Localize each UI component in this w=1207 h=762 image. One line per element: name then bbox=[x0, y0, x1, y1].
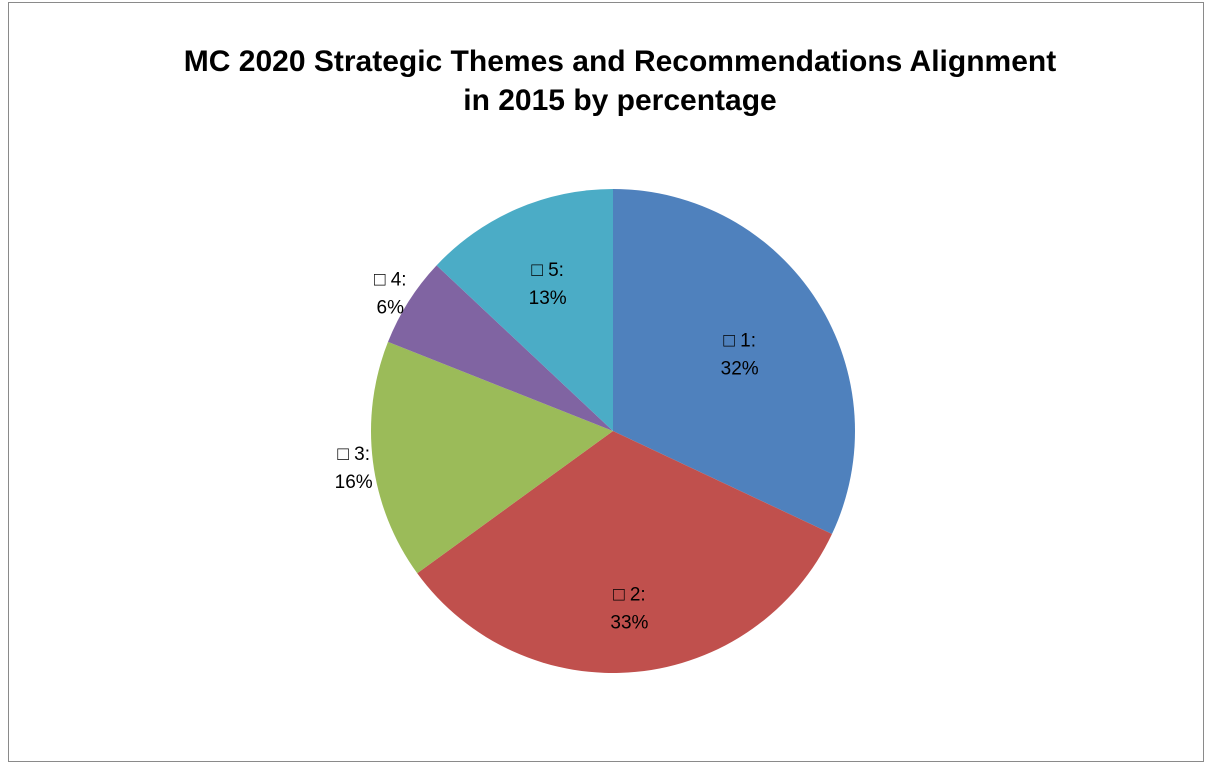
pie-slice-5 bbox=[436, 189, 613, 431]
pie-slices bbox=[370, 189, 855, 673]
data-label-1: □ 1: 32% bbox=[721, 331, 759, 380]
data-label-2: □ 2: 33% bbox=[610, 584, 648, 633]
pie-slice-1 bbox=[613, 189, 855, 535]
chart-title: MC 2020 Strategic Themes and Recommendat… bbox=[120, 42, 1120, 120]
data-label-4: □ 4: 6% bbox=[374, 270, 407, 319]
chart-title-line-2: in 2015 by percentage bbox=[463, 84, 777, 117]
data-label-5: □ 5: 13% bbox=[529, 260, 567, 309]
pie-slice-4 bbox=[387, 265, 613, 431]
pie-slice-3 bbox=[370, 341, 613, 574]
pie-slice-2 bbox=[417, 431, 832, 673]
pie-labels: □ 1: 32% □ 2: 33% □ 3: 16% □ 4: 6% □ 5: 13% bbox=[335, 260, 759, 633]
data-label-3: □ 3: 16% bbox=[335, 444, 373, 493]
chart-title-line-1: MC 2020 Strategic Themes and Recommendat… bbox=[183, 45, 1057, 78]
pie-chart: □ 1: 32% □ 2: 33% □ 3: 16% □ 4: 6% □ 5: 13% bbox=[335, 189, 855, 673]
